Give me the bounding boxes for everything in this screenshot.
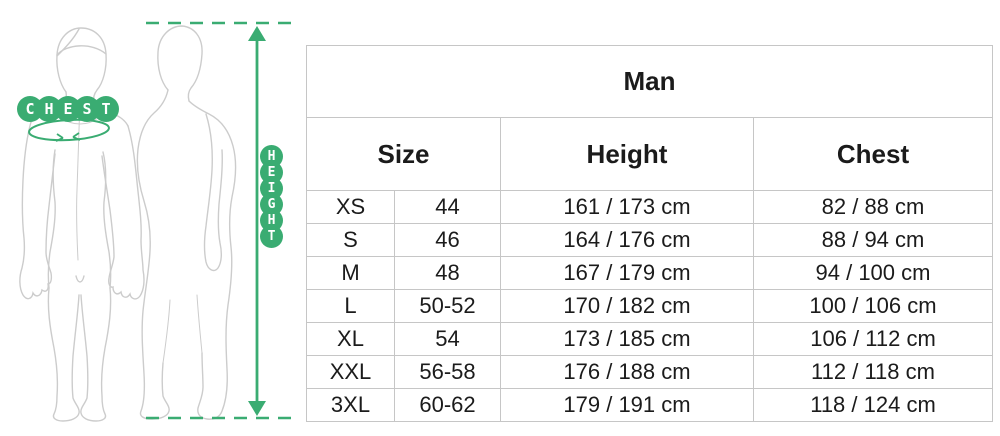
size-number-cell: 44	[394, 190, 501, 224]
figures-svg	[19, 21, 298, 422]
height-cell: 164 / 176 cm	[500, 223, 754, 257]
size-number-cell: 60-62	[394, 388, 501, 422]
letter-circle: T	[260, 225, 283, 248]
table-row: XL 54 173 / 185 cm 106 / 112 cm	[306, 322, 993, 356]
table-title: Man	[306, 45, 993, 118]
table-row: M 48 167 / 179 cm 94 / 100 cm	[306, 256, 993, 290]
chest-cell: 88 / 94 cm	[753, 223, 993, 257]
size-chart-table: Man Size Height Chest XS 44 161 / 173 cm…	[306, 45, 993, 422]
height-cell: 176 / 188 cm	[500, 355, 754, 389]
chest-column-header: Chest	[753, 117, 993, 191]
size-number-cell: 48	[394, 256, 501, 290]
height-measure	[146, 21, 298, 420]
chest-cell: 118 / 124 cm	[753, 388, 993, 422]
table-title-row: Man	[306, 45, 993, 118]
table-row: XXL 56-58 176 / 188 cm 112 / 118 cm	[306, 355, 993, 389]
chest-cell: 94 / 100 cm	[753, 256, 993, 290]
height-arrow-head-up	[248, 26, 266, 41]
table-row: L 50-52 170 / 182 cm 100 / 106 cm	[306, 289, 993, 323]
size-letter-cell: M	[306, 256, 395, 290]
height-arrow-head-down	[248, 401, 266, 416]
table-row: 3XL 60-62 179 / 191 cm 118 / 124 cm	[306, 388, 993, 422]
size-number-cell: 46	[394, 223, 501, 257]
chest-cell: 106 / 112 cm	[753, 322, 993, 356]
size-letter-cell: L	[306, 289, 395, 323]
chest-arrow-left	[55, 133, 64, 142]
size-letter-cell: XXL	[306, 355, 395, 389]
table-row: XS 44 161 / 173 cm 82 / 88 cm	[306, 190, 993, 224]
table-header-row: Size Height Chest	[306, 117, 993, 191]
size-letter-cell: 3XL	[306, 388, 395, 422]
size-letter-cell: XL	[306, 322, 395, 356]
size-column-header: Size	[306, 117, 501, 191]
chest-cell: 100 / 106 cm	[753, 289, 993, 323]
size-number-cell: 56-58	[394, 355, 501, 389]
height-cell: 170 / 182 cm	[500, 289, 754, 323]
chest-arrow-right	[72, 132, 81, 141]
chest-cell: 82 / 88 cm	[753, 190, 993, 224]
size-letter-cell: XS	[306, 190, 395, 224]
height-cell: 173 / 185 cm	[500, 322, 754, 356]
height-cell: 161 / 173 cm	[500, 190, 754, 224]
side-figure	[136, 25, 237, 420]
size-number-cell: 50-52	[394, 289, 501, 323]
height-column-header: Height	[500, 117, 754, 191]
front-figure	[19, 27, 145, 422]
size-letter-cell: S	[306, 223, 395, 257]
size-number-cell: 54	[394, 322, 501, 356]
chest-cell: 112 / 118 cm	[753, 355, 993, 389]
letter-circle: T	[93, 96, 119, 122]
height-cell: 167 / 179 cm	[500, 256, 754, 290]
table-row: S 46 164 / 176 cm 88 / 94 cm	[306, 223, 993, 257]
height-cell: 179 / 191 cm	[500, 388, 754, 422]
